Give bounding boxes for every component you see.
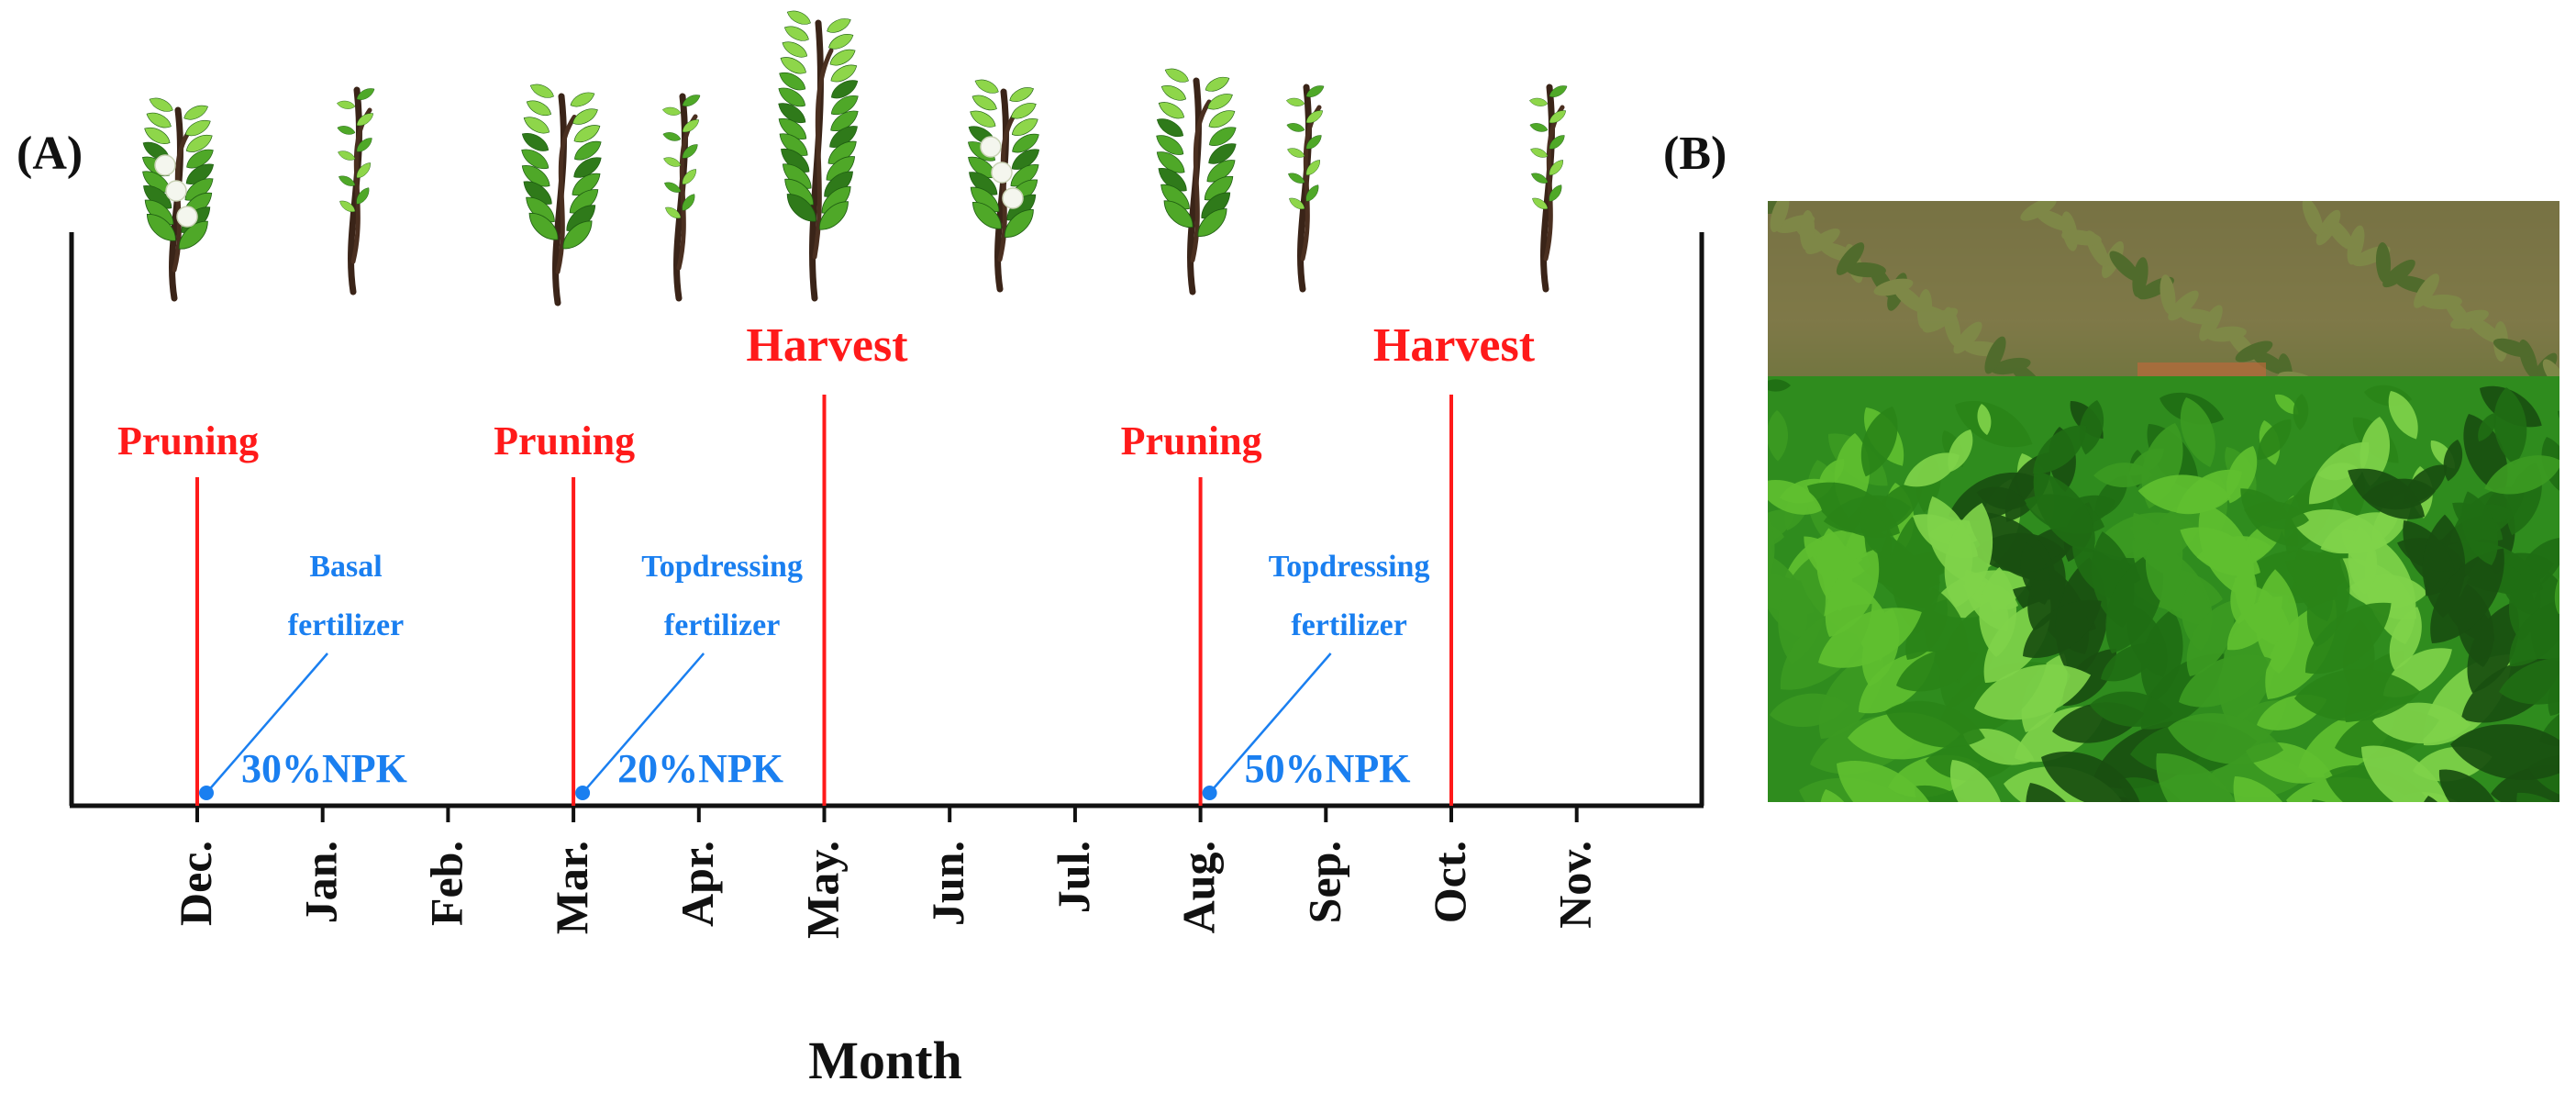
fertilizer-leader-line bbox=[582, 652, 705, 794]
month-label: Sep. bbox=[1298, 841, 1349, 923]
harvest-label: Harvest bbox=[1373, 319, 1536, 372]
month-labels: Dec. Jan. Feb. Mar. Apr. May. Jun. Jul. Aug. Sep.… bbox=[170, 841, 1601, 939]
tea-plant-icon bbox=[778, 10, 859, 302]
month-label: Oct. bbox=[1424, 841, 1475, 923]
month-label: Dec. bbox=[170, 841, 221, 926]
fertilizer-word-label: fertilizer bbox=[1291, 608, 1406, 642]
month-label: Nov. bbox=[1549, 841, 1601, 929]
fertilizer-type-label: Basal bbox=[309, 550, 382, 584]
tea-plantation-photo bbox=[1768, 201, 2559, 802]
fertilizer-dot bbox=[575, 786, 591, 800]
fertilizer-type-label: Topdressing bbox=[1269, 550, 1430, 584]
tea-plant-icon bbox=[662, 93, 701, 302]
month-label: Jul. bbox=[1048, 841, 1099, 913]
month-label: Mar. bbox=[546, 841, 597, 934]
tea-plant-icon bbox=[141, 97, 215, 302]
month-label: Feb. bbox=[420, 841, 472, 926]
fertilizer-annotations: Basal fertilizer 30%NPK Topdressing fertiliz… bbox=[199, 550, 1429, 800]
fertilizer-word-label: fertilizer bbox=[664, 608, 780, 642]
fertilizer-leader-line bbox=[205, 652, 328, 794]
fertilizer-amount-label: 20%NPK bbox=[617, 746, 783, 791]
panel-a-label: (A) bbox=[17, 128, 83, 180]
tea-plant-icon bbox=[967, 79, 1040, 293]
pruning-label: Pruning bbox=[1121, 418, 1262, 463]
month-label: Apr. bbox=[672, 841, 723, 927]
pruning-label: Pruning bbox=[117, 418, 259, 463]
fertilizer-dot bbox=[1202, 786, 1217, 800]
fertilizer-amount-label: 50%NPK bbox=[1245, 746, 1411, 791]
x-axis-ticks bbox=[195, 806, 1579, 822]
month-label: May. bbox=[797, 841, 849, 939]
month-label: Aug. bbox=[1173, 841, 1225, 933]
harvest-label: Harvest bbox=[746, 319, 908, 372]
fertilizer-amount-label: 30%NPK bbox=[241, 746, 407, 791]
fertilizer-dot bbox=[199, 786, 214, 800]
fertilizer-word-label: fertilizer bbox=[288, 608, 404, 642]
fertilizer-leader-line bbox=[1208, 652, 1332, 794]
panel-b-label: (B) bbox=[1663, 128, 1727, 180]
pruning-label: Pruning bbox=[494, 418, 635, 463]
tea-plant-icon bbox=[1286, 84, 1325, 293]
tea-plant-icon bbox=[1529, 84, 1568, 293]
event-markers: Pruning Pruning Harvest Pruning Harvest bbox=[117, 319, 1536, 806]
tea-plant-icon bbox=[337, 86, 375, 296]
timeline-frame bbox=[69, 232, 1704, 808]
month-label: Jun. bbox=[922, 841, 973, 926]
plant-illustrations bbox=[141, 10, 1568, 307]
tea-plant-icon bbox=[1156, 68, 1237, 296]
month-label: Jan. bbox=[295, 841, 347, 923]
x-axis-title: Month bbox=[808, 1031, 962, 1090]
fertilizer-type-label: Topdressing bbox=[641, 550, 803, 584]
tea-plant-icon bbox=[521, 84, 602, 307]
